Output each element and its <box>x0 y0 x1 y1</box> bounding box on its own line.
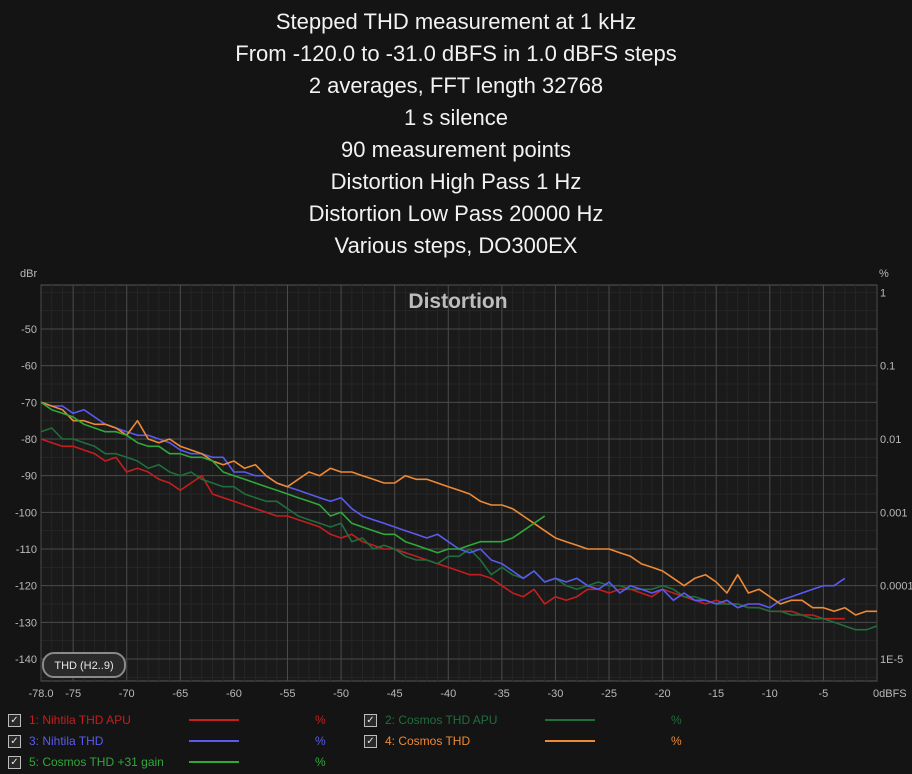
y-left-unit: dBr <box>20 268 37 280</box>
legend-unit: % <box>315 755 326 769</box>
grid-major <box>40 285 878 681</box>
x-tick-label: -60 <box>226 688 242 700</box>
y-right-tick-label: 1 <box>880 287 886 299</box>
title-line: Distortion High Pass 1 Hz <box>330 169 582 194</box>
legend-line-swatch <box>189 761 239 763</box>
title-line: Stepped THD measurement at 1 kHz <box>275 9 637 34</box>
checkbox-icon[interactable]: ✓ <box>8 713 21 727</box>
y-left-tick-label: -90 <box>21 471 37 483</box>
title-block: Stepped THD measurement at 1 kHz From -1… <box>0 6 912 262</box>
legend-item-4[interactable]: ✓ 4: Cosmos THD % <box>364 731 683 751</box>
x-tick-label: -15 <box>708 688 724 700</box>
legend-unit: % <box>315 734 326 748</box>
x-tick-label: -30 <box>548 688 564 700</box>
y-right-unit: % <box>879 268 889 280</box>
legend-unit: % <box>315 713 326 727</box>
series-line-2 <box>40 427 878 631</box>
x-tick-label: -35 <box>494 688 510 700</box>
legend-name: 4: Cosmos THD <box>385 734 471 748</box>
x-tick-label: -10 <box>762 688 778 700</box>
legend-unit: % <box>671 713 682 727</box>
series-line-5 <box>40 401 546 554</box>
title-line: Various steps, DO300EX <box>334 233 578 258</box>
y-left-tick-labels: -50 -60 -70 -80 -90 -100 -110 -120 -130 -140 <box>15 324 37 666</box>
series-line-3 <box>40 401 846 609</box>
x-tick-label: -45 <box>387 688 403 700</box>
title-line: 90 measurement points <box>341 137 571 162</box>
x-tick-label: 0dBFS <box>873 688 907 700</box>
legend-name: 1: Nihtila THD APU <box>29 713 131 727</box>
x-tick-label: -55 <box>280 688 296 700</box>
x-tick-label: -75 <box>65 688 81 700</box>
legend-name: 3: Nihtila THD <box>29 734 104 748</box>
y-left-tick-label: -140 <box>15 654 37 666</box>
x-tick-label: -5 <box>819 688 829 700</box>
y-left-tick-label: -50 <box>21 324 37 336</box>
checkbox-icon[interactable]: ✓ <box>8 734 21 748</box>
x-tick-label: -25 <box>601 688 617 700</box>
chart-title: Distortion <box>408 290 507 313</box>
thd-annotation-button[interactable]: THD (H2..9) <box>42 652 126 678</box>
y-left-tick-label: -70 <box>21 397 37 409</box>
legend-line-swatch <box>545 719 595 721</box>
y-right-tick-label: 0.1 <box>880 361 895 373</box>
y-right-tick-labels: 1 0.1 0.01 0.001 0.0001 1E-5 <box>880 287 912 666</box>
legend-item-2[interactable]: ✓ 2: Cosmos THD APU % <box>364 710 683 730</box>
checkbox-icon[interactable]: ✓ <box>8 755 21 769</box>
title-line: From -120.0 to -31.0 dBFS in 1.0 dBFS st… <box>235 41 677 66</box>
y-right-tick-label: 0.0001 <box>880 581 912 593</box>
y-left-tick-label: -60 <box>21 361 37 373</box>
y-left-tick-label: -110 <box>16 544 37 556</box>
y-right-tick-label: 1E-5 <box>880 654 903 666</box>
x-tick-label: -70 <box>119 688 135 700</box>
x-tick-label: -78.0 <box>28 688 53 700</box>
series-layer <box>40 401 878 631</box>
legend-name: 2: Cosmos THD APU <box>385 713 498 727</box>
legend-line-swatch <box>189 740 239 742</box>
x-tick-label: -40 <box>440 688 456 700</box>
checkbox-icon[interactable]: ✓ <box>364 734 377 748</box>
thd-annotation-label: THD (H2..9) <box>54 660 113 672</box>
legend-item-5[interactable]: ✓ 5: Cosmos THD +31 gain % <box>8 752 327 772</box>
y-left-tick-label: -130 <box>15 617 37 629</box>
legend-line-swatch <box>189 719 239 721</box>
legend-item-3[interactable]: ✓ 3: Nihtila THD % <box>8 731 327 751</box>
x-tick-labels: -78.0 -75 -70 -65 -60 -55 -50 -45 -40 -35 -30 -25 -2… <box>28 688 906 700</box>
title-line: 2 averages, FFT length 32768 <box>308 73 604 98</box>
distortion-chart: Distortion dBr % -50 -60 -70 -80 -90 -100 -110… <box>15 268 912 700</box>
title-line: Distortion Low Pass 20000 Hz <box>308 201 604 226</box>
y-right-tick-label: 0.01 <box>880 434 901 446</box>
legend-name: 5: Cosmos THD +31 gain <box>29 755 164 769</box>
title-line: 1 s silence <box>404 105 508 130</box>
x-tick-label: -50 <box>333 688 349 700</box>
y-left-tick-label: -120 <box>15 581 37 593</box>
x-tick-label: -65 <box>172 688 188 700</box>
legend-line-swatch <box>545 740 595 742</box>
legend: ✓ 1: Nihtila THD APU % ✓ 2: Cosmos THD A… <box>0 710 912 774</box>
legend-unit: % <box>671 734 682 748</box>
x-tick-label: -20 <box>655 688 671 700</box>
y-left-tick-label: -80 <box>21 434 37 446</box>
series-line-4 <box>40 401 877 616</box>
checkbox-icon[interactable]: ✓ <box>364 713 377 727</box>
legend-item-1[interactable]: ✓ 1: Nihtila THD APU % <box>8 710 327 730</box>
y-right-tick-label: 0.001 <box>880 507 908 519</box>
y-left-tick-label: -100 <box>15 507 37 519</box>
